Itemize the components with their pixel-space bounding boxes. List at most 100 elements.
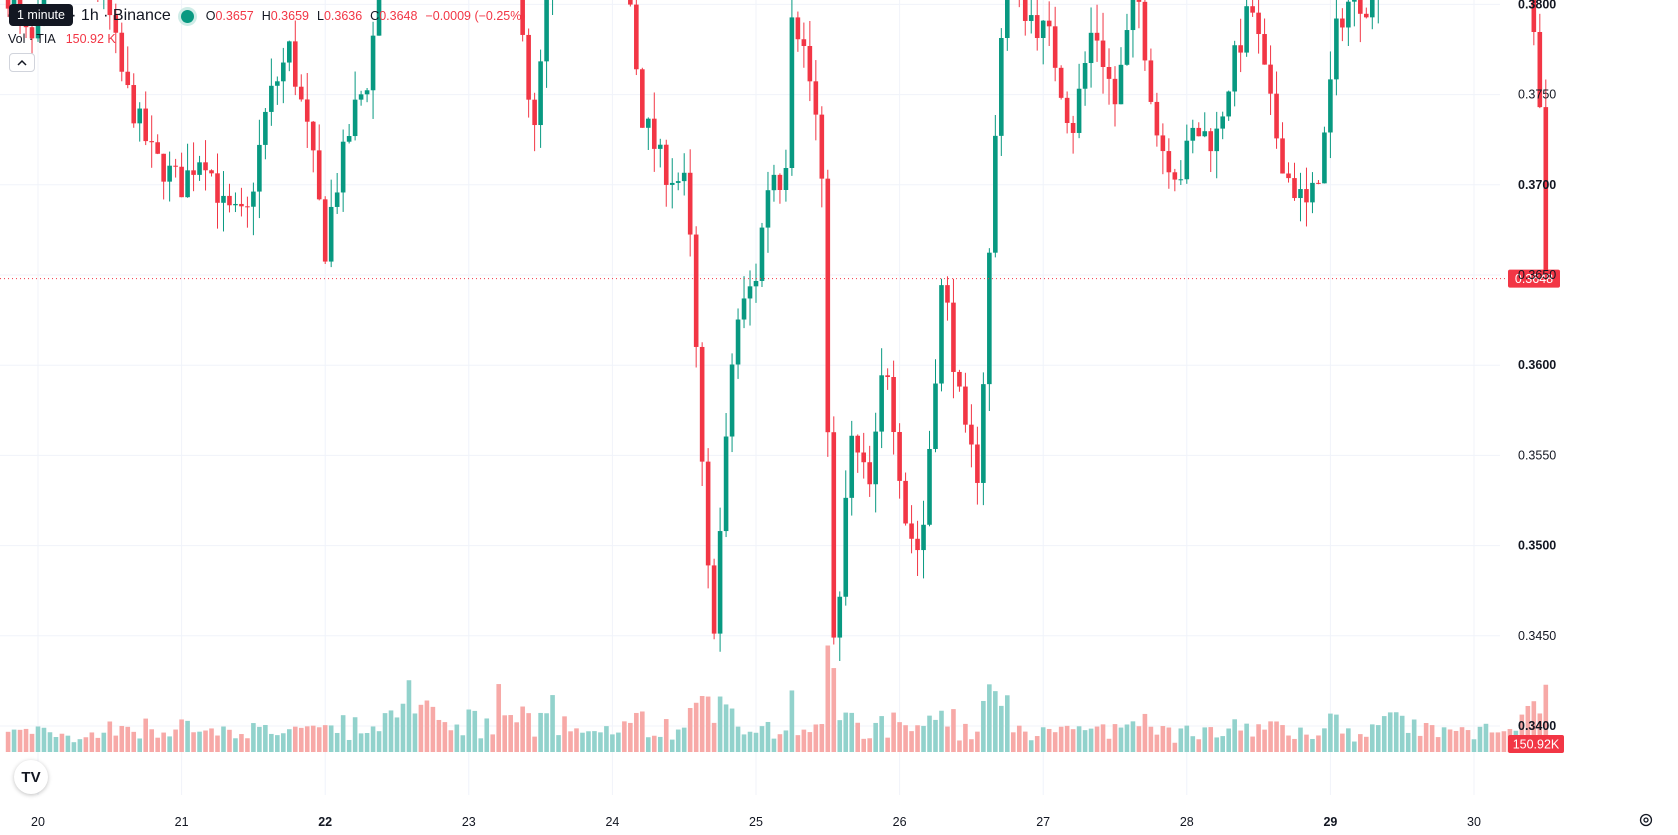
volume-bar xyxy=(538,712,543,752)
volume-bar xyxy=(292,726,298,752)
tradingview-logo-icon[interactable]: TV xyxy=(14,760,48,794)
volume-bar xyxy=(604,726,609,752)
volume-bar xyxy=(1076,726,1082,752)
volume-bar xyxy=(628,722,633,752)
volume-bar xyxy=(669,739,675,752)
volume-bar xyxy=(1010,732,1016,752)
volume-bar xyxy=(1429,725,1435,752)
candle xyxy=(693,226,699,368)
volume-bar xyxy=(125,726,131,752)
volume-bar xyxy=(376,731,382,752)
volume-bar xyxy=(364,733,370,752)
candle xyxy=(1377,0,1379,24)
volume-bar xyxy=(466,709,472,752)
x-tick-label: 28 xyxy=(1180,815,1194,829)
candle xyxy=(1005,0,1010,51)
candle xyxy=(520,0,525,42)
volume-bar xyxy=(1142,713,1148,752)
volume-bar xyxy=(1256,724,1261,752)
volume-bar xyxy=(939,710,944,752)
candle xyxy=(1226,90,1231,121)
volume-bar xyxy=(23,728,29,752)
collapse-legend-button[interactable] xyxy=(9,53,35,72)
volume-bar xyxy=(191,732,196,752)
candle xyxy=(1280,122,1285,174)
candle xyxy=(759,222,765,287)
volume-bar xyxy=(5,731,11,752)
candle xyxy=(1184,124,1190,184)
candle xyxy=(1148,48,1154,105)
volume-bar xyxy=(1208,727,1214,752)
volume-bar xyxy=(233,738,238,752)
symbol-legend: etherUS · 1h · Binance O0.3657 H0.3659 L… xyxy=(8,7,526,25)
volume-bar xyxy=(765,721,771,752)
volume-bar xyxy=(173,729,178,752)
candle xyxy=(807,20,813,102)
volume-bar xyxy=(651,735,657,752)
y-tick-label: 0.3750 xyxy=(1518,88,1556,102)
candle xyxy=(179,152,184,198)
candle xyxy=(1076,63,1082,139)
candle xyxy=(801,22,807,68)
candle xyxy=(29,25,35,59)
volume-bar xyxy=(1334,714,1339,752)
volume-bar xyxy=(598,732,603,752)
volume-bar xyxy=(777,734,783,752)
volume-bar xyxy=(1064,725,1070,752)
volume-bar xyxy=(1387,712,1393,752)
volume-bar xyxy=(963,723,968,752)
candle xyxy=(376,0,382,36)
volume-bar xyxy=(119,725,125,752)
volume-value: 150.92 K xyxy=(65,32,116,46)
volume-bar xyxy=(1034,736,1040,752)
last-price-label-bg xyxy=(1508,269,1560,288)
volume-bar xyxy=(155,737,160,752)
volume-bar xyxy=(514,722,519,752)
volume-bar xyxy=(897,722,902,752)
candle xyxy=(885,368,890,390)
candle xyxy=(1214,111,1220,179)
volume-bar xyxy=(137,738,143,752)
volume-bar xyxy=(1435,737,1441,752)
candle xyxy=(197,155,202,181)
y-tick-label: 0.3700 xyxy=(1518,178,1556,192)
volume-bar xyxy=(1465,730,1471,752)
volume-bar xyxy=(1531,701,1537,752)
candle xyxy=(221,171,226,232)
volume-bars xyxy=(5,645,1549,752)
volume-bar xyxy=(215,735,220,752)
candle xyxy=(1172,168,1178,192)
x-tick-label: 22 xyxy=(318,815,332,829)
volume-bar xyxy=(1519,714,1525,752)
candle xyxy=(1088,7,1094,88)
candle xyxy=(281,47,286,104)
volume-bar xyxy=(1310,738,1315,752)
volume-bar xyxy=(801,729,807,752)
volume-bar xyxy=(149,729,154,752)
x-tick-label: 24 xyxy=(605,815,619,829)
gear-icon[interactable] xyxy=(1638,812,1654,828)
candle xyxy=(310,120,316,173)
volume-bar xyxy=(520,706,525,752)
volume-bar xyxy=(1028,740,1034,752)
candle xyxy=(304,73,310,148)
volume-bar xyxy=(1525,705,1531,752)
candle xyxy=(257,119,262,219)
volume-bar xyxy=(532,736,537,752)
volume-label: Vol · TIA xyxy=(8,32,56,46)
volume-bar xyxy=(328,725,334,752)
candle xyxy=(5,0,11,17)
candle xyxy=(1118,47,1124,105)
volume-bar xyxy=(771,738,777,752)
volume-legend: Vol · TIA 150.92 K xyxy=(8,32,116,46)
candle xyxy=(765,171,771,253)
volume-bar xyxy=(502,715,507,752)
candle xyxy=(316,124,322,201)
candle xyxy=(999,28,1004,156)
volume-bar xyxy=(41,727,47,752)
candle xyxy=(155,134,160,155)
volume-bar xyxy=(442,722,448,752)
candle xyxy=(921,500,926,579)
candle xyxy=(370,21,376,119)
